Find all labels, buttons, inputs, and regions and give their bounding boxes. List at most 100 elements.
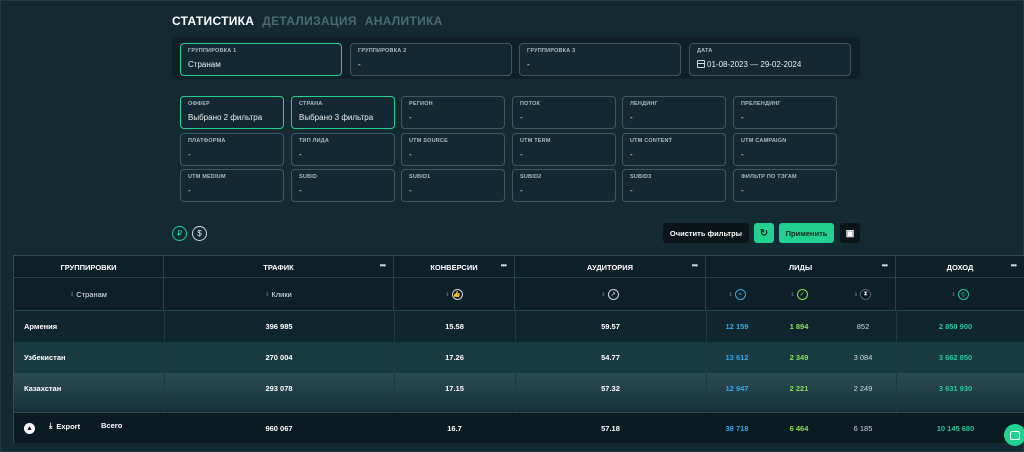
calendar-icon xyxy=(697,60,705,68)
export-button[interactable]: ⤓ Export xyxy=(49,421,80,431)
save-icon: ▣ xyxy=(845,227,855,238)
filter-stream-value: - xyxy=(520,113,523,122)
filter-utm-source[interactable]: UTM SOURCE - xyxy=(401,133,505,166)
tab-analytics[interactable]: АНАЛИТИКА xyxy=(364,14,443,28)
tab-statistics[interactable]: СТАТИСТИКА xyxy=(172,14,255,28)
header-traffic: ТРАФИК ••• xyxy=(164,256,394,278)
subheader-group-label: Странам xyxy=(76,290,107,299)
filter-stream[interactable]: ПОТОК - xyxy=(512,96,616,129)
filter-platform-value: - xyxy=(188,150,191,159)
grouping-2-select[interactable]: ГРУППИРОВКА 2 - xyxy=(350,43,512,76)
table-row[interactable]: Казахстан 293 078 17.15 57.32 12 947 2 2… xyxy=(14,373,1024,412)
filter-lead-type-value: - xyxy=(299,150,302,159)
filter-offer-value: Выбрано 2 фильтра xyxy=(188,113,263,122)
apply-button[interactable]: Применить xyxy=(779,223,834,243)
subheader-leads-total[interactable]: ⇕ = xyxy=(706,278,768,311)
subheader-conversions[interactable]: ⇕ 👍 xyxy=(394,278,515,311)
audience-more-icon[interactable]: ••• xyxy=(691,261,698,270)
tab-details[interactable]: ДЕТАЛИЗАЦИЯ xyxy=(262,14,357,28)
date-label: ДАТА xyxy=(697,48,713,54)
conversions-more-icon[interactable]: ••• xyxy=(500,261,507,270)
column-divider xyxy=(164,311,165,443)
save-button[interactable]: ▣ xyxy=(840,223,860,243)
sort-icon: ⇕ xyxy=(790,291,795,298)
filter-country[interactable]: СТРАНА Выбрано 3 фильтра xyxy=(291,96,395,129)
row-leads-total: 13 612 xyxy=(725,353,749,362)
filter-utm-campaign-label: UTM CAMPAIGN xyxy=(741,138,787,144)
filter-tags[interactable]: ФИЛЬТР ПО ТЭГАМ - xyxy=(733,169,837,202)
filter-subid1[interactable]: SUBID1 - xyxy=(401,169,505,202)
filter-subid3[interactable]: SUBID3 - xyxy=(622,169,726,202)
date-range-field[interactable]: ДАТА 01-08-2023 — 29-02-2024 xyxy=(689,43,851,76)
column-divider xyxy=(896,311,897,443)
filter-region[interactable]: РЕГИОН - xyxy=(401,96,505,129)
scroll-top-icon[interactable]: ▲ xyxy=(24,423,35,434)
grouping-1-select[interactable]: ГРУППИРОВКА 1 Странам xyxy=(180,43,342,76)
total-audience: 57.18 xyxy=(601,424,620,433)
row-traffic: 293 078 xyxy=(265,384,293,393)
dollar-currency-icon[interactable]: $ xyxy=(192,226,207,241)
filter-subid3-label: SUBID3 xyxy=(630,174,652,180)
filter-tags-value: - xyxy=(741,186,744,195)
chat-widget-button[interactable] xyxy=(1004,424,1024,446)
header-audience: АУДИТОРИЯ ••• xyxy=(515,256,706,278)
sort-icon: ⇕ xyxy=(601,291,606,298)
filter-subid3-value: - xyxy=(630,186,633,195)
table-subheader-row xyxy=(14,278,1024,311)
filter-stream-label: ПОТОК xyxy=(520,101,541,107)
income-more-icon[interactable]: ••• xyxy=(1010,261,1017,270)
subheader-leads-hold[interactable]: ⇕ ⧗ xyxy=(830,278,896,311)
subheader-audience[interactable]: ⇕ ↗ xyxy=(515,278,706,311)
subheader-traffic[interactable]: ⇕ Клики xyxy=(164,278,394,311)
total-leads-approved: 6 464 xyxy=(789,424,809,433)
total-leads-total: 38 718 xyxy=(725,424,749,433)
grouping-3-select[interactable]: ГРУППИРОВКА 3 - xyxy=(519,43,681,76)
refresh-button[interactable]: ↻ xyxy=(754,223,774,243)
filter-utm-term[interactable]: UTM TERM - xyxy=(512,133,616,166)
row-leads-hold: 852 xyxy=(856,322,870,331)
row-audience: 54.77 xyxy=(601,353,620,362)
subheader-income[interactable]: ⇕ ◎ xyxy=(896,278,1024,311)
grouping-1-label: ГРУППИРОВКА 1 xyxy=(188,48,237,54)
row-leads-approved: 2 221 xyxy=(789,384,809,393)
row-leads-total: 12 947 xyxy=(725,384,749,393)
leads-more-icon[interactable]: ••• xyxy=(881,261,888,270)
row-leads-approved: 2 349 xyxy=(789,353,809,362)
ruble-currency-icon[interactable]: ₽ xyxy=(172,226,187,241)
row-conversions: 17.26 xyxy=(445,353,464,362)
filter-utm-medium[interactable]: UTM MEDIUM - xyxy=(180,169,284,202)
filter-tags-label: ФИЛЬТР ПО ТЭГАМ xyxy=(741,174,797,180)
column-divider xyxy=(394,311,395,443)
row-leads-approved: 1 894 xyxy=(789,322,809,331)
filter-landing[interactable]: ЛЕНДИНГ - xyxy=(622,96,726,129)
column-divider xyxy=(706,311,707,443)
filter-lead-type[interactable]: ТИП ЛИДА - xyxy=(291,133,395,166)
total-conversions: 16.7 xyxy=(447,424,462,433)
filter-subid[interactable]: SUBID - xyxy=(291,169,395,202)
filter-subid-label: SUBID xyxy=(299,174,318,180)
filter-country-label: СТРАНА xyxy=(299,101,323,107)
filter-utm-campaign[interactable]: UTM CAMPAIGN - xyxy=(733,133,837,166)
clear-filters-button[interactable]: Очистить фильтры xyxy=(663,223,749,243)
filter-subid2[interactable]: SUBID2 - xyxy=(512,169,616,202)
table-row[interactable]: Армения 396 985 15.58 59.57 12 159 1 894… xyxy=(14,311,1024,342)
filter-utm-content-value: - xyxy=(630,150,633,159)
sort-icon: ⇕ xyxy=(728,291,733,298)
filter-offer[interactable]: ОФФЕР Выбрано 2 фильтра xyxy=(180,96,284,129)
filter-utm-content[interactable]: UTM CONTENT - xyxy=(622,133,726,166)
filter-platform[interactable]: ПЛАТФОРМА - xyxy=(180,133,284,166)
filter-subid1-value: - xyxy=(409,186,412,195)
filter-platform-label: ПЛАТФОРМА xyxy=(188,138,226,144)
row-leads-hold: 3 084 xyxy=(853,353,873,362)
traffic-more-icon[interactable]: ••• xyxy=(379,261,386,270)
growth-chart-icon: ↗ xyxy=(607,289,619,300)
column-divider xyxy=(515,311,516,443)
table-row[interactable]: Узбекистан 270 004 17.26 54.77 13 612 2 … xyxy=(14,342,1024,373)
subheader-group[interactable]: ⇕ Странам xyxy=(14,278,164,311)
filter-utm-campaign-value: - xyxy=(741,150,744,159)
row-audience: 57.32 xyxy=(601,384,620,393)
total-income: 10 145 680 xyxy=(936,424,975,433)
subheader-leads-approved[interactable]: ⇕ ✓ xyxy=(768,278,830,311)
row-conversions: 15.58 xyxy=(445,322,464,331)
filter-prelanding[interactable]: ПРЕЛЕНДИНГ - xyxy=(733,96,837,129)
